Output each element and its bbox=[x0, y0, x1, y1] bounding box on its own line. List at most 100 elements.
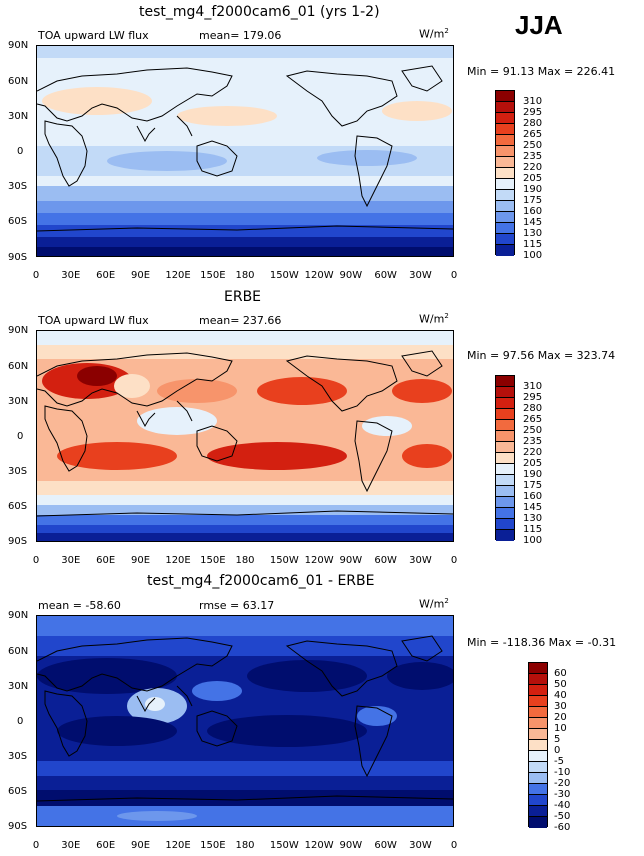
panel-3-lon-tick: 150E bbox=[200, 840, 226, 851]
panel-2-lat-tick: 90N bbox=[8, 325, 29, 336]
panel-2-lon-tick: 0 bbox=[450, 555, 458, 566]
panel-2-map bbox=[36, 330, 454, 542]
panel-3-lon-tick: 30W bbox=[409, 840, 432, 851]
panel-1-minmax: Min = 91.13 Max = 226.41 bbox=[467, 65, 616, 78]
panel-3-lat-tick: 90S bbox=[8, 821, 28, 832]
panel-3-map bbox=[36, 615, 454, 827]
panel-1-colorbar-label: 175 bbox=[523, 195, 543, 206]
panel-2-colorbar-label: 205 bbox=[523, 458, 543, 469]
panel-1-colorbar-label: 190 bbox=[523, 184, 543, 195]
panel-1-lon-tick: 60E bbox=[96, 270, 116, 281]
panel-2-lon-tick: 90W bbox=[339, 555, 363, 566]
panel-2-colorbar-label: 295 bbox=[523, 392, 543, 403]
panel-1-colorbar bbox=[495, 90, 515, 256]
panel-2-lon-tick: 120E bbox=[165, 555, 191, 566]
panel-1-lon-tick: 150E bbox=[200, 270, 226, 281]
panel-3-lon-tick: 90E bbox=[130, 840, 151, 851]
panel-3-lat-tick: 0 bbox=[17, 716, 24, 727]
panel-1-lat-tick: 0 bbox=[17, 146, 24, 157]
panel-3-lon-tick: 0 bbox=[32, 840, 40, 851]
panel-3-colorbar-label: 40 bbox=[554, 690, 567, 701]
panel-1-lat-tick: 30N bbox=[8, 111, 29, 122]
panel-1-lon-tick: 90W bbox=[339, 270, 363, 281]
panel-2-colorbar-label: 310 bbox=[523, 381, 543, 392]
panel-2-lon-tick: 60E bbox=[96, 555, 116, 566]
panel-2-lon-tick: 90E bbox=[130, 555, 151, 566]
panel-2-mean: mean= 237.66 bbox=[199, 314, 282, 327]
panel-1-lat-tick: 90N bbox=[8, 40, 29, 51]
panel-2-lon-tick: 120W bbox=[304, 555, 334, 566]
panel-3-colorbar-label: 30 bbox=[554, 701, 567, 712]
panel-3-colorbar-label: 20 bbox=[554, 712, 567, 723]
panel-2-colorbar-label: 265 bbox=[523, 414, 543, 425]
panel-1-colorbar-label: 235 bbox=[523, 151, 543, 162]
panel-1-colorbar-label: 250 bbox=[523, 140, 543, 151]
panel-2-lat-tick: 60N bbox=[8, 361, 29, 372]
panel-1-lon-tick: 120W bbox=[304, 270, 334, 281]
panel-2-lon-tick: 150E bbox=[200, 555, 226, 566]
panel-3-lon-tick: 60W bbox=[374, 840, 397, 851]
panel-1-colorbar-label: 205 bbox=[523, 173, 543, 184]
panel-3-lon-tick: 180 bbox=[235, 840, 255, 851]
panel-3-lat-tick: 60S bbox=[8, 786, 28, 797]
panel-2-colorbar-label: 220 bbox=[523, 447, 543, 458]
panel-2-colorbar-label: 235 bbox=[523, 436, 543, 447]
panel-3-minmax: Min = -118.36 Max = -0.31 bbox=[467, 636, 617, 649]
panel-2-colorbar-label: 100 bbox=[523, 535, 543, 546]
panel-3-lon-tick: 90W bbox=[339, 840, 363, 851]
panel-3-colorbar-label: -5 bbox=[554, 756, 564, 767]
panel-2-colorbar-label: 190 bbox=[523, 469, 543, 480]
panel-3-colorbar-label: -30 bbox=[554, 789, 571, 800]
panel-3-lon-tick: 30E bbox=[61, 840, 81, 851]
panel-1-title: test_mg4_f2000cam6_01 (yrs 1-2) bbox=[139, 4, 380, 20]
panel-2-title: ERBE bbox=[224, 289, 262, 305]
panel-1-colorbar-label: 310 bbox=[523, 96, 543, 107]
panel-1-colorbar-label: 265 bbox=[523, 129, 543, 140]
panel-3-colorbar-label: 50 bbox=[554, 679, 567, 690]
panel-2-variable-label: TOA upward LW flux bbox=[38, 314, 149, 327]
panel-1-colorbar-label: 220 bbox=[523, 162, 543, 173]
panel-3-colorbar-label: -20 bbox=[554, 778, 571, 789]
panel-1-lat-tick: 90S bbox=[8, 252, 28, 263]
panel-1-lon-tick: 180 bbox=[235, 270, 255, 281]
panel-1-variable-label: TOA upward LW flux bbox=[38, 29, 149, 42]
panel-2-lon-tick: 30W bbox=[409, 555, 432, 566]
panel-2-lon-tick: 0 bbox=[32, 555, 40, 566]
panel-2-lat-tick: 30N bbox=[8, 396, 29, 407]
panel-3-lat-tick: 90N bbox=[8, 610, 29, 621]
panel-2-colorbar-label: 145 bbox=[523, 502, 543, 513]
panel-1-colorbar-label: 130 bbox=[523, 228, 543, 239]
panel-1-colorbar-label: 295 bbox=[523, 107, 543, 118]
panel-1-lat-tick: 30S bbox=[8, 181, 28, 192]
panel-3-lon-tick: 120E bbox=[165, 840, 191, 851]
panel-3-colorbar-label: -50 bbox=[554, 811, 571, 822]
panel-2-units: W/m2 bbox=[419, 312, 449, 326]
panel-1-mean: mean= 179.06 bbox=[199, 29, 282, 42]
panel-2-lon-tick: 150W bbox=[269, 555, 299, 566]
panel-3-colorbar-label: 10 bbox=[554, 723, 567, 734]
panel-2-lon-tick: 30E bbox=[61, 555, 81, 566]
panel-2-lat-tick: 30S bbox=[8, 466, 28, 477]
panel-3-colorbar bbox=[528, 662, 548, 828]
panel-3-mean: mean = -58.60 bbox=[38, 599, 121, 612]
panel-2-colorbar-label: 130 bbox=[523, 513, 543, 524]
panel-3-lon-tick: 150W bbox=[269, 840, 299, 851]
panel-1-lon-tick: 0 bbox=[32, 270, 40, 281]
panel-3-colorbar-label: 5 bbox=[554, 734, 561, 745]
panel-2-lat-tick: 90S bbox=[8, 536, 28, 547]
panel-1-lon-tick: 60W bbox=[374, 270, 397, 281]
panel-1-colorbar-label: 100 bbox=[523, 250, 543, 261]
panel-1-map bbox=[36, 45, 454, 257]
panel-1-colorbar-label: 280 bbox=[523, 118, 543, 129]
panel-1-lat-tick: 60S bbox=[8, 216, 28, 227]
panel-3-colorbar-label: -40 bbox=[554, 800, 571, 811]
panel-3-colorbar-label: -10 bbox=[554, 767, 571, 778]
panel-2-colorbar-label: 250 bbox=[523, 425, 543, 436]
panel-3-colorbar-label: -60 bbox=[554, 822, 571, 833]
panel-1-units: W/m2 bbox=[419, 27, 449, 41]
panel-1-colorbar-label: 115 bbox=[523, 239, 543, 250]
panel-3-title: test_mg4_f2000cam6_01 - ERBE bbox=[147, 573, 375, 589]
panel-1-colorbar-label: 145 bbox=[523, 217, 543, 228]
panel-3-lat-tick: 60N bbox=[8, 646, 29, 657]
panel-1-lon-tick: 120E bbox=[165, 270, 191, 281]
